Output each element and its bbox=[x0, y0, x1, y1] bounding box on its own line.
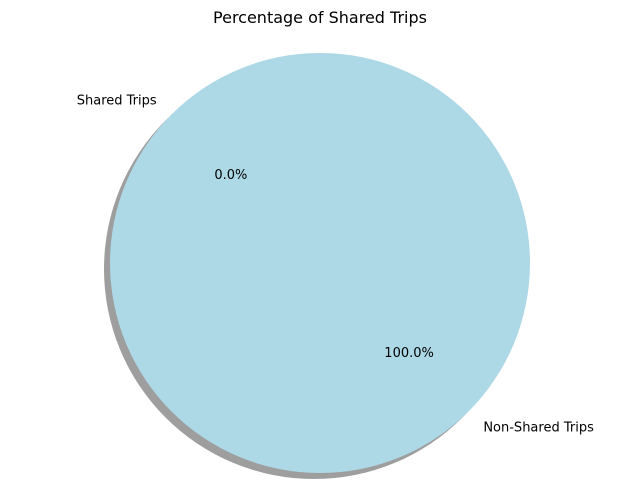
chart-title: Percentage of Shared Trips bbox=[213, 8, 427, 27]
pct-label-shared-trips: 0.0% bbox=[214, 168, 247, 183]
pie-slice-non-shared-trips bbox=[110, 53, 530, 473]
pct-label-non-shared-trips: 100.0% bbox=[384, 346, 434, 361]
slice-label-shared-trips: Shared Trips bbox=[77, 94, 157, 109]
slice-label-non-shared-trips: Non-Shared Trips bbox=[483, 420, 594, 435]
